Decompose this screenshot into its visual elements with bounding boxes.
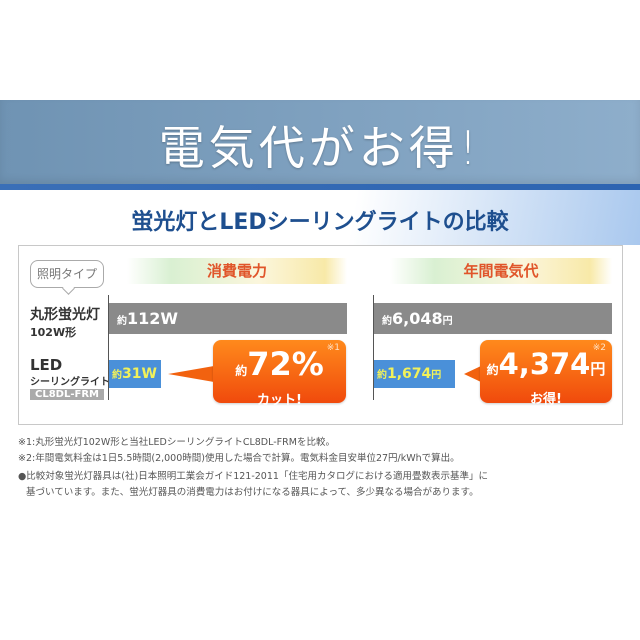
power-axis <box>108 295 109 400</box>
subheading-background <box>0 190 640 245</box>
power-header: 消費電力 <box>127 258 347 284</box>
prefix: 約 <box>382 316 392 327</box>
footnote-1: ※1:丸形蛍光灯102W形と当社LEDシーリングライトCL8DL-FRMを比較。 <box>18 437 335 448</box>
cost-header: 年間電気代 <box>390 258 612 284</box>
fluorescent-size: 102W形 <box>30 326 77 339</box>
cost-fluorescent-bar: 約6,048円 <box>374 303 612 334</box>
led-name: LED <box>30 356 63 374</box>
prefix: 約 <box>117 316 127 327</box>
fluorescent-name: 丸形蛍光灯 <box>30 307 100 323</box>
led-model: CL8DL-FRM <box>30 389 104 400</box>
unit: 円 <box>442 316 453 327</box>
prefix: 約 <box>235 364 248 378</box>
cost-axis <box>373 295 374 400</box>
banner-title: 電気代がお得! <box>158 121 482 175</box>
callout-tail <box>168 366 214 382</box>
value: 31W <box>122 366 157 382</box>
prefix: 約 <box>377 370 387 381</box>
callout-text: お得! <box>530 392 562 407</box>
prefix: 約 <box>112 370 122 381</box>
comparison-title: 蛍光灯とLEDシーリングライトの比較 <box>131 210 509 235</box>
footnote-mark: ※2 <box>592 343 606 353</box>
fluorescent-label: 丸形蛍光灯 102W形 <box>30 304 100 340</box>
value: 112W <box>127 309 179 328</box>
callout-tail <box>464 366 481 382</box>
banner <box>0 100 640 184</box>
footnote-3: ●比較対象蛍光灯器具は(社)日本照明工業会ガイド121-2011「住宅用カタログ… <box>18 471 488 482</box>
cost-savings-callout: ※2 約4,374円 お得! <box>480 340 612 407</box>
led-sub: シーリングライト <box>30 377 110 388</box>
prefix: 約 <box>486 363 499 377</box>
cost-led-bar: 約1,674円 <box>374 360 455 388</box>
footnote-4: 基づいています。また、蛍光灯器具の消費電力はお付けになる器具によって、多少異なる… <box>26 487 479 498</box>
footnote-mark: ※1 <box>326 343 340 353</box>
power-led-bar: 約31W <box>109 360 161 388</box>
callout-text: カット! <box>257 393 302 408</box>
unit: 円 <box>431 370 442 381</box>
unit: 円 <box>590 360 606 378</box>
value: 6,048 <box>392 309 443 328</box>
footnote-2: ※2:年間電気料金は1日5.5時間(2,000時間)使用した場合で計算。電気料金… <box>18 453 460 464</box>
lighting-type-label: 照明タイプ <box>30 260 104 288</box>
value: 72% <box>247 345 324 383</box>
power-fluorescent-bar: 約112W <box>109 303 347 334</box>
value: 4,374 <box>498 347 591 381</box>
led-label: LED シーリングライト CL8DL-FRM <box>30 358 110 400</box>
divider <box>0 184 640 190</box>
value: 1,674 <box>387 366 432 382</box>
power-savings-callout: ※1 約72% カット! <box>213 340 346 408</box>
